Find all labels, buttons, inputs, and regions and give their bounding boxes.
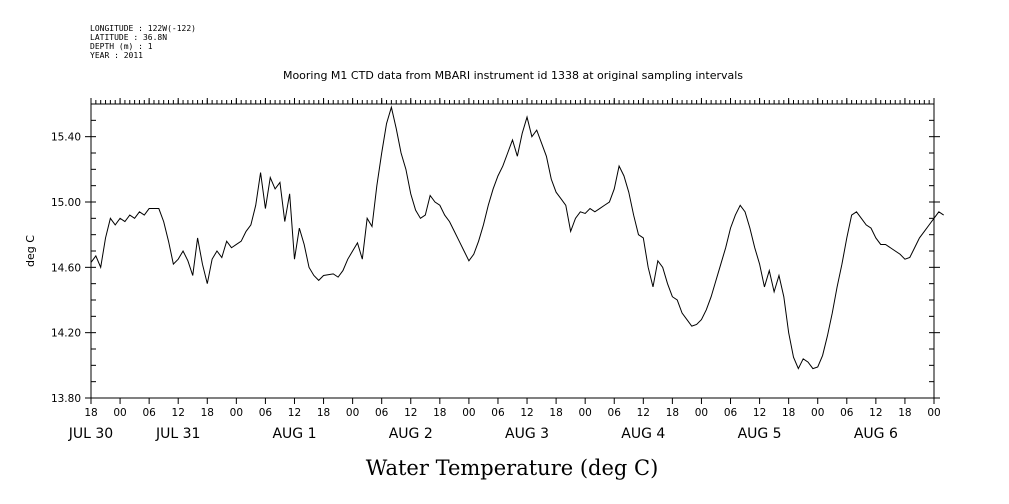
chart-title: Mooring M1 CTD data from MBARI instrumen… [283,69,743,82]
x-tick-label: 00 [578,407,591,419]
y-tick-label: 14.60 [51,262,81,274]
x-tick-label: 00 [695,407,708,419]
y-axis-ticks: 13.80 14.20 14.60 15.00 15.40 [51,103,940,405]
meta-longitude: LONGITUDE : 122W(-122) [90,24,196,33]
metadata-block: LONGITUDE : 122W(-122) LATITUDE : 36.8N … [90,24,196,60]
x-tick-label: 18 [666,407,679,419]
x-tick-label: 12 [520,407,533,419]
x-tick-label: 00 [230,407,243,419]
meta-year: YEAR : 2011 [90,51,143,60]
x-tick-label: 06 [491,407,505,419]
y-tick-label: 13.80 [51,393,81,405]
x-tick-label: 18 [201,407,214,419]
x-tick-label: 06 [840,407,854,419]
x-day-label: JUL 30 [68,426,113,442]
x-tick-label: 18 [84,407,97,419]
temperature-series-line [90,105,944,370]
x-tick-label: 12 [869,407,882,419]
x-tick-label: 18 [898,407,911,419]
x-tick-label: 12 [172,407,185,419]
x-day-label: JUL 31 [155,426,200,442]
x-tick-label: 00 [462,407,475,419]
meta-depth: DEPTH (m) : 1 [90,42,153,51]
x-tick-label: 12 [753,407,766,419]
x-tick-label: 18 [433,407,446,419]
x-day-label: AUG 4 [621,426,665,442]
x-tick-label: 00 [811,407,824,419]
x-day-label: AUG 5 [738,426,782,442]
x-tick-label: 18 [782,407,795,419]
y-tick-label: 15.40 [51,132,81,144]
x-axis-ticks: 18 00 06 12 18 00 06 12 18 00 06 12 18 00 06 12 18 00 06 12… [84,98,941,419]
y-tick-label: 14.20 [51,328,81,340]
x-axis-day-labels: JUL 30 JUL 31 AUG 1 AUG 2 AUG 3 AUG 4 AUG 5 AUG… [68,426,898,442]
x-tick-label: 06 [375,407,389,419]
x-axis-title: Water Temperature (deg C) [366,456,659,480]
y-tick-label: 15.00 [51,197,81,209]
x-tick-label: 12 [637,407,650,419]
x-tick-label: 06 [608,407,622,419]
x-day-label: AUG 3 [505,426,549,442]
x-day-label: AUG 1 [272,426,316,442]
x-tick-label: 18 [317,407,330,419]
minor-ticks [90,100,935,104]
x-tick-label: 18 [549,407,562,419]
x-tick-label: 06 [259,407,273,419]
x-tick-label: 00 [927,407,940,419]
x-tick-label: 06 [724,407,738,419]
x-day-label: AUG 6 [854,426,898,442]
meta-latitude: LATITUDE : 36.8N [90,33,167,42]
x-tick-label: 12 [404,407,417,419]
x-tick-label: 00 [113,407,126,419]
y-axis-label: deg C [24,235,37,267]
x-tick-label: 00 [346,407,359,419]
x-tick-label: 06 [142,407,156,419]
x-day-label: AUG 2 [389,426,433,442]
x-tick-label: 12 [288,407,301,419]
